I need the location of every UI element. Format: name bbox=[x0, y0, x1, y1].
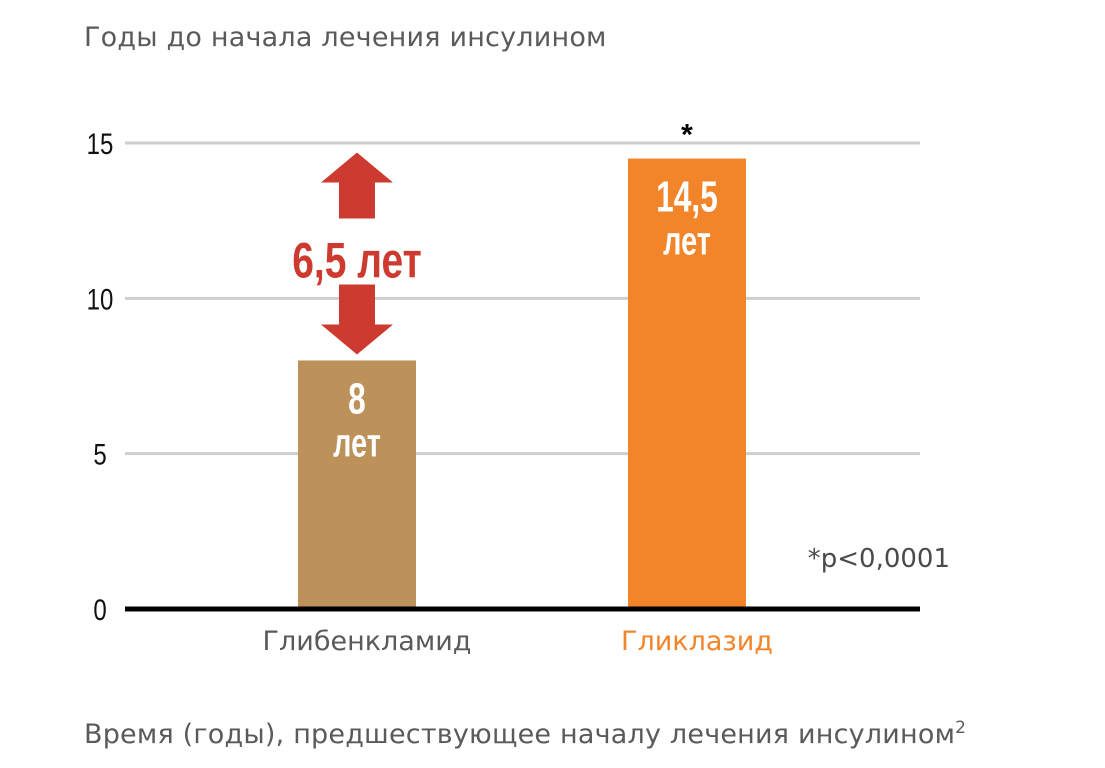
bar-value-label-1: 8 bbox=[348, 374, 366, 423]
category-label-1: Глибенкламид bbox=[263, 626, 472, 657]
y-tick-label-0: 0 bbox=[93, 592, 106, 626]
bar-2 bbox=[628, 158, 746, 610]
y-tick-label-5: 5 bbox=[93, 437, 106, 471]
bar-value-label-2: 14,5 bbox=[656, 173, 718, 222]
category-label-2: Гликлазид bbox=[621, 626, 773, 657]
y-tick-label-15: 15 bbox=[87, 126, 114, 160]
caption-text: Время (годы), предшествующее началу лече… bbox=[84, 719, 956, 750]
arrow-down-icon bbox=[321, 284, 393, 355]
significance-marker: * bbox=[681, 119, 693, 152]
chart-caption: Время (годы), предшествующее началу лече… bbox=[84, 718, 966, 750]
bar-1 bbox=[298, 360, 416, 609]
difference-label: 6,5 лет bbox=[292, 232, 422, 289]
chart-title: Годы до начала лечения инсулином bbox=[84, 22, 607, 53]
footnote-pvalue: *p<0,0001 bbox=[808, 544, 950, 574]
caption-footnote-ref: 2 bbox=[955, 718, 967, 738]
y-tick-label-10: 10 bbox=[87, 282, 114, 316]
bar-unit-label-2: лет bbox=[663, 219, 711, 264]
bar-unit-label-1: лет bbox=[333, 421, 381, 466]
arrow-up-icon bbox=[321, 152, 393, 219]
